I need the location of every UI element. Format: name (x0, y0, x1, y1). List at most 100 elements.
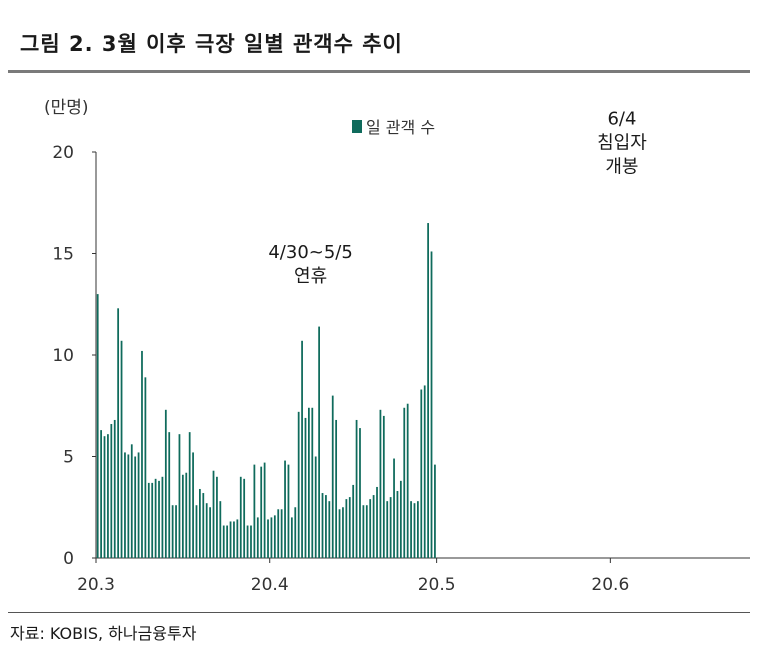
bar (250, 525, 252, 558)
bar (158, 480, 160, 558)
bar (256, 517, 259, 558)
bar (154, 478, 157, 558)
bar (161, 476, 164, 558)
bar (342, 507, 344, 558)
bar (127, 454, 130, 558)
legend: 일 관객 수 (352, 118, 435, 137)
bar (195, 505, 198, 558)
bar (178, 434, 181, 558)
figure-title: 그림 2. 3월 이후 극장 일별 관객수 추이 (20, 32, 403, 56)
bar (175, 505, 177, 558)
annotation-line: 침입자 (597, 132, 647, 153)
bar (103, 436, 106, 558)
bar (134, 456, 137, 558)
bar (117, 308, 120, 558)
bar (270, 517, 273, 558)
bar (297, 411, 300, 558)
bar (430, 251, 433, 558)
bar (434, 464, 436, 558)
bar (260, 466, 263, 558)
y-tick-label: 0 (63, 549, 74, 569)
footer-divider (8, 612, 750, 613)
bar (427, 223, 429, 559)
source-note: 자료: KOBIS, 하나금융투자 (10, 624, 197, 643)
bar (304, 417, 307, 558)
bar (362, 505, 365, 558)
bar (406, 403, 409, 558)
bar (393, 458, 395, 558)
bar (185, 472, 188, 558)
bar (181, 474, 184, 558)
bar (199, 488, 201, 558)
y-axis-unit-label: (만명) (44, 98, 89, 118)
x-tick-label: 20.3 (77, 575, 115, 595)
bar (209, 507, 211, 558)
bar (311, 407, 314, 558)
bar (359, 428, 361, 558)
bar (369, 499, 372, 558)
bar (345, 499, 348, 558)
bar (308, 407, 310, 558)
bar (216, 476, 218, 558)
bar (222, 525, 225, 558)
y-axis: 0 5 10 15 20 (52, 143, 97, 569)
bar (212, 470, 215, 558)
bar (355, 419, 358, 558)
bar (120, 340, 123, 558)
bar (124, 452, 126, 558)
x-tick-label: 20.4 (251, 575, 289, 595)
bar (236, 519, 239, 558)
bar (107, 434, 109, 558)
bar (423, 385, 426, 558)
bar (335, 419, 338, 558)
y-tick-label: 5 (63, 448, 74, 468)
bar (301, 340, 303, 558)
bar (325, 495, 327, 558)
bar (348, 497, 351, 558)
bar (229, 521, 232, 558)
bar (410, 501, 412, 558)
bar (376, 486, 378, 558)
bar (314, 456, 317, 558)
bar (287, 464, 290, 558)
bar (144, 377, 147, 558)
bar (318, 326, 320, 558)
bar (267, 519, 269, 558)
bar (113, 419, 116, 558)
bar (331, 395, 334, 558)
bar (141, 350, 143, 558)
bar (338, 509, 341, 558)
legend-swatch (352, 120, 362, 133)
bar (396, 491, 399, 558)
legend-label: 일 관객 수 (366, 118, 435, 137)
bar (253, 464, 256, 558)
bar (273, 515, 276, 558)
bar (379, 409, 382, 558)
x-axis: 20.3 20.4 20.5 20.6 (77, 557, 750, 595)
bar (239, 476, 242, 558)
x-tick-label: 20.6 (591, 575, 629, 595)
bar (246, 525, 249, 558)
bar (130, 444, 133, 558)
bar (151, 482, 154, 558)
bar (294, 507, 297, 558)
y-tick-label: 10 (52, 346, 74, 366)
bar (417, 501, 419, 558)
bar (233, 521, 235, 558)
bar (352, 484, 355, 558)
bar (399, 480, 402, 558)
bar (100, 430, 102, 558)
annotation-line: 4/30~5/5 (268, 242, 352, 263)
bar (243, 478, 246, 558)
bar (403, 407, 406, 558)
bar (96, 294, 99, 558)
bar (192, 452, 194, 558)
bar (110, 424, 113, 558)
bar (365, 505, 368, 558)
title-divider (8, 70, 750, 73)
bar (413, 503, 416, 558)
bar (386, 501, 389, 558)
bar (328, 501, 331, 558)
bar (372, 495, 375, 558)
